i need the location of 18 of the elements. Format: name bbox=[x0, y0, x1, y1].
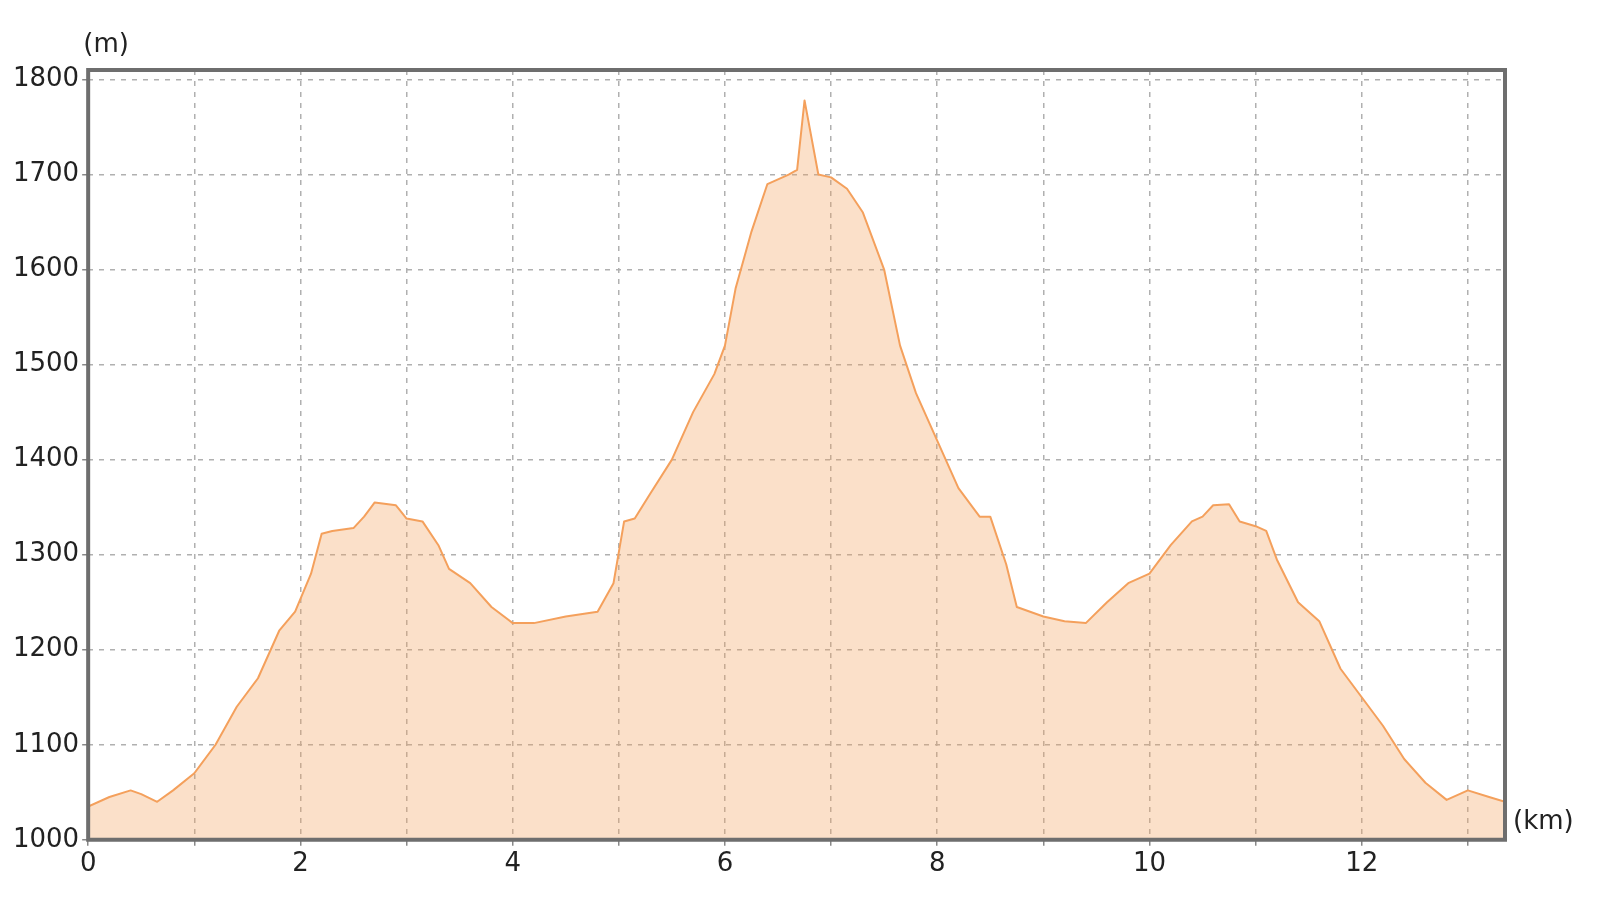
x-tick-label: 6 bbox=[716, 847, 734, 878]
x-tick-label: 0 bbox=[79, 847, 97, 878]
x-tick-label: 8 bbox=[928, 847, 946, 878]
y-tick-label: 1600 bbox=[13, 252, 80, 283]
y-tick-label: 1200 bbox=[13, 632, 80, 663]
x-tick-label: 10 bbox=[1132, 847, 1167, 878]
y-tick-label: 1000 bbox=[13, 822, 80, 853]
x-axis-title: (km) bbox=[1513, 804, 1574, 835]
y-tick-label: 1700 bbox=[13, 157, 80, 188]
y-tick-label: 1800 bbox=[13, 62, 80, 93]
y-tick-label: 1100 bbox=[13, 727, 80, 758]
x-tick-label: 2 bbox=[292, 847, 309, 878]
y-tick-label: 1300 bbox=[13, 537, 80, 568]
y-tick-label: 1400 bbox=[13, 442, 80, 473]
y-axis-title: (m) bbox=[83, 27, 129, 58]
x-tick-label: 12 bbox=[1345, 847, 1379, 878]
x-tick-label: 4 bbox=[504, 847, 521, 878]
y-tick-label: 1500 bbox=[13, 347, 80, 378]
